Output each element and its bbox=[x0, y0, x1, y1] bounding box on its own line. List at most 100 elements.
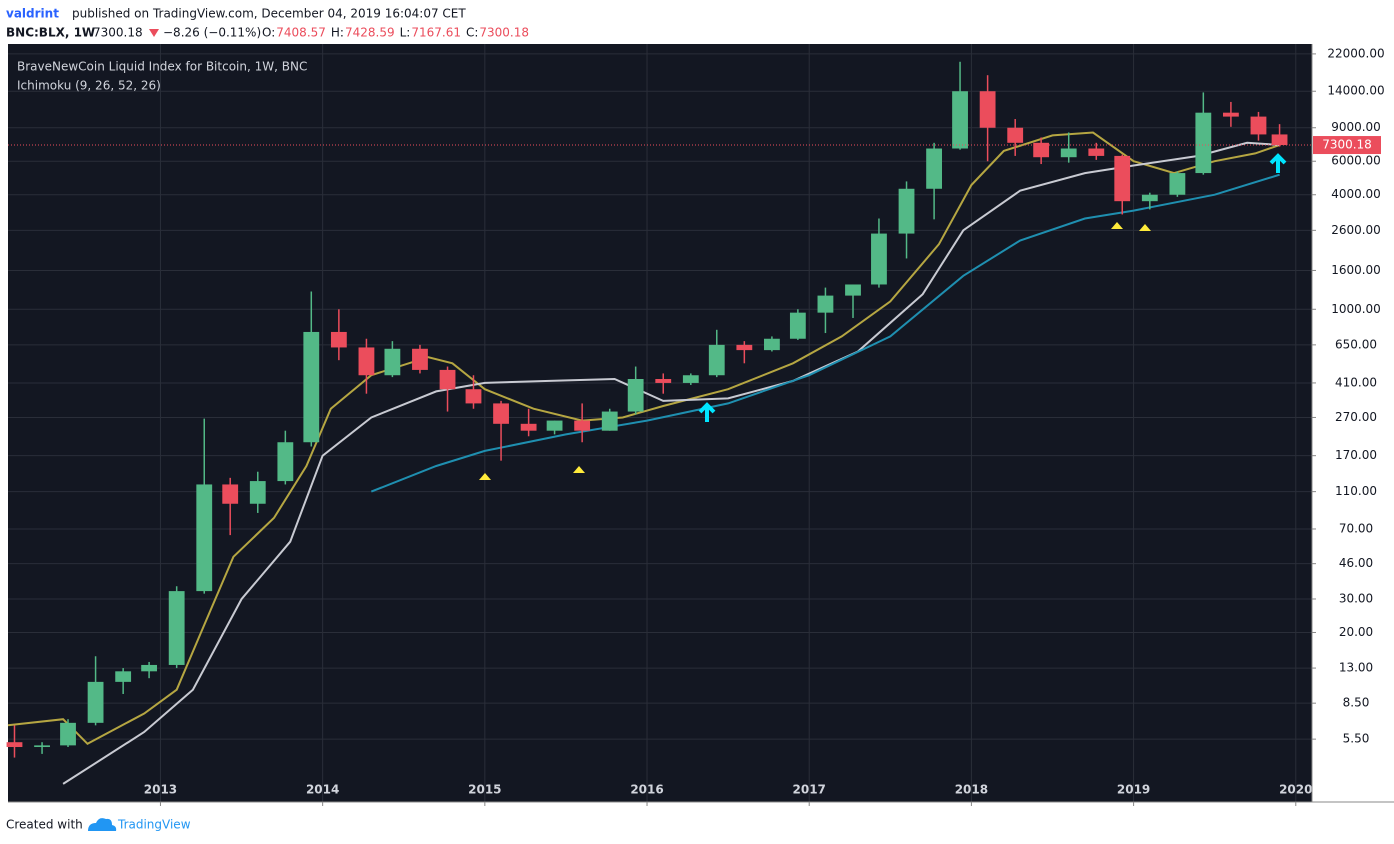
candle-body bbox=[898, 188, 915, 234]
y-tick-label: 2600.00 bbox=[1331, 223, 1381, 237]
candle-body bbox=[1250, 116, 1267, 135]
down-icon bbox=[149, 29, 159, 37]
candle-body bbox=[412, 348, 428, 370]
y-tick-label: 22000.00 bbox=[1327, 46, 1384, 60]
y-tick-label: 46.00 bbox=[1339, 556, 1373, 570]
candle-body bbox=[277, 442, 294, 482]
triangle-marker bbox=[1111, 222, 1123, 229]
x-tick-label: 2017 bbox=[793, 783, 826, 797]
overlay-line bbox=[62, 141, 1280, 785]
ohlc-value: 7428.59 bbox=[345, 26, 395, 40]
candle-body bbox=[168, 591, 185, 665]
candle-body bbox=[1088, 148, 1105, 156]
candle-body bbox=[493, 403, 509, 424]
triangle-marker bbox=[479, 473, 491, 480]
candle-body bbox=[1114, 155, 1131, 202]
symbol: BNC:BLX, 1W bbox=[6, 26, 95, 40]
price-axis-background bbox=[1312, 44, 1394, 802]
candle-body bbox=[87, 681, 104, 723]
y-tick-label: 4000.00 bbox=[1331, 187, 1381, 201]
candle-body bbox=[1033, 142, 1050, 158]
y-tick-label: 70.00 bbox=[1339, 521, 1373, 535]
candle-body bbox=[736, 344, 753, 351]
y-tick-label: 9000.00 bbox=[1331, 120, 1381, 134]
axes: 5.50 8.50 13.00 20.00 30.00 46.00 70.00 110.00 1… bbox=[8, 46, 1385, 806]
arrow-marker bbox=[698, 402, 716, 422]
candle-body bbox=[330, 331, 347, 348]
y-tick-label: 650.00 bbox=[1335, 337, 1377, 351]
candle-body bbox=[764, 338, 780, 351]
y-tick-label: 14000.00 bbox=[1327, 84, 1384, 98]
ohlc-label: H: bbox=[331, 26, 344, 40]
candle-body bbox=[465, 389, 482, 404]
candle-body bbox=[34, 745, 50, 748]
published-line: published on TradingView.com, December 0… bbox=[72, 7, 466, 21]
last-price-label: 7300.18 bbox=[1322, 138, 1372, 152]
x-tick-label: 2018 bbox=[955, 783, 988, 797]
candle-body bbox=[1195, 112, 1212, 174]
triangle-marker bbox=[1139, 224, 1151, 231]
x-tick-label: 2013 bbox=[144, 783, 177, 797]
candle-body bbox=[196, 484, 213, 592]
candle-body bbox=[655, 379, 672, 383]
arrow-marker bbox=[1269, 153, 1287, 173]
y-tick-label: 110.00 bbox=[1335, 484, 1377, 498]
candle-body bbox=[384, 348, 401, 376]
ohlc: O: 7408.57 H: 7428.59 L: 7167.61 C: 7300.18 bbox=[262, 26, 529, 40]
candle-body bbox=[222, 484, 239, 504]
candle-body bbox=[141, 664, 158, 672]
ohlc-label: C: bbox=[466, 26, 478, 40]
price: 7300.18 bbox=[93, 26, 143, 40]
chart-title: BraveNewCoin Liquid Index for Bitcoin, 1… bbox=[17, 60, 307, 74]
candle-body bbox=[871, 233, 887, 285]
candle-body bbox=[1141, 194, 1158, 202]
candle-body bbox=[1060, 148, 1077, 158]
y-tick-label: 8.50 bbox=[1343, 696, 1370, 710]
y-tick-label: 170.00 bbox=[1335, 448, 1377, 462]
brand[interactable]: TradingView bbox=[117, 818, 191, 832]
candle-body bbox=[520, 423, 537, 431]
publisher: valdrint bbox=[6, 7, 59, 21]
y-tick-label: 6000.00 bbox=[1331, 154, 1381, 168]
x-tick-label: 2020 bbox=[1279, 783, 1312, 797]
y-tick-label: 20.00 bbox=[1339, 625, 1373, 639]
grid bbox=[8, 44, 1312, 802]
overlay-line bbox=[370, 173, 1280, 493]
y-tick-label: 13.00 bbox=[1339, 661, 1373, 675]
footer-text: Created with bbox=[6, 818, 83, 832]
ohlc-label: L: bbox=[400, 26, 411, 40]
annotations bbox=[479, 222, 1151, 480]
arrows bbox=[698, 153, 1287, 422]
candle-body bbox=[601, 411, 618, 431]
y-tick-label: 270.00 bbox=[1335, 410, 1377, 424]
candle-body bbox=[1169, 173, 1186, 195]
ohlc-label: O: bbox=[262, 26, 275, 40]
candle-body bbox=[817, 295, 834, 313]
candle-body bbox=[358, 347, 375, 376]
x-tick-label: 2016 bbox=[630, 783, 663, 797]
chart-subtitle: Ichimoku (9, 26, 52, 26) bbox=[17, 79, 161, 93]
candle-body bbox=[249, 481, 266, 504]
candle-body bbox=[952, 91, 968, 149]
brand-logo bbox=[88, 818, 117, 831]
x-tick-label: 2014 bbox=[306, 783, 339, 797]
x-tick-label: 2015 bbox=[468, 783, 501, 797]
y-tick-label: 1600.00 bbox=[1331, 263, 1381, 277]
y-tick-label: 1000.00 bbox=[1331, 302, 1381, 316]
candle-body bbox=[789, 312, 806, 339]
candle-body bbox=[682, 375, 699, 383]
candle-body bbox=[546, 420, 563, 431]
candle-body bbox=[1271, 134, 1288, 146]
candle-body bbox=[439, 369, 456, 390]
plot-background bbox=[8, 44, 1312, 802]
x-tick-label: 2019 bbox=[1117, 783, 1150, 797]
ohlc-value: 7300.18 bbox=[479, 26, 529, 40]
y-tick-label: 410.00 bbox=[1335, 375, 1377, 389]
candle-body bbox=[708, 344, 725, 376]
candle-body bbox=[627, 379, 644, 412]
triangle-marker bbox=[573, 466, 585, 473]
candle-body bbox=[6, 742, 23, 748]
candle-body bbox=[303, 331, 320, 443]
